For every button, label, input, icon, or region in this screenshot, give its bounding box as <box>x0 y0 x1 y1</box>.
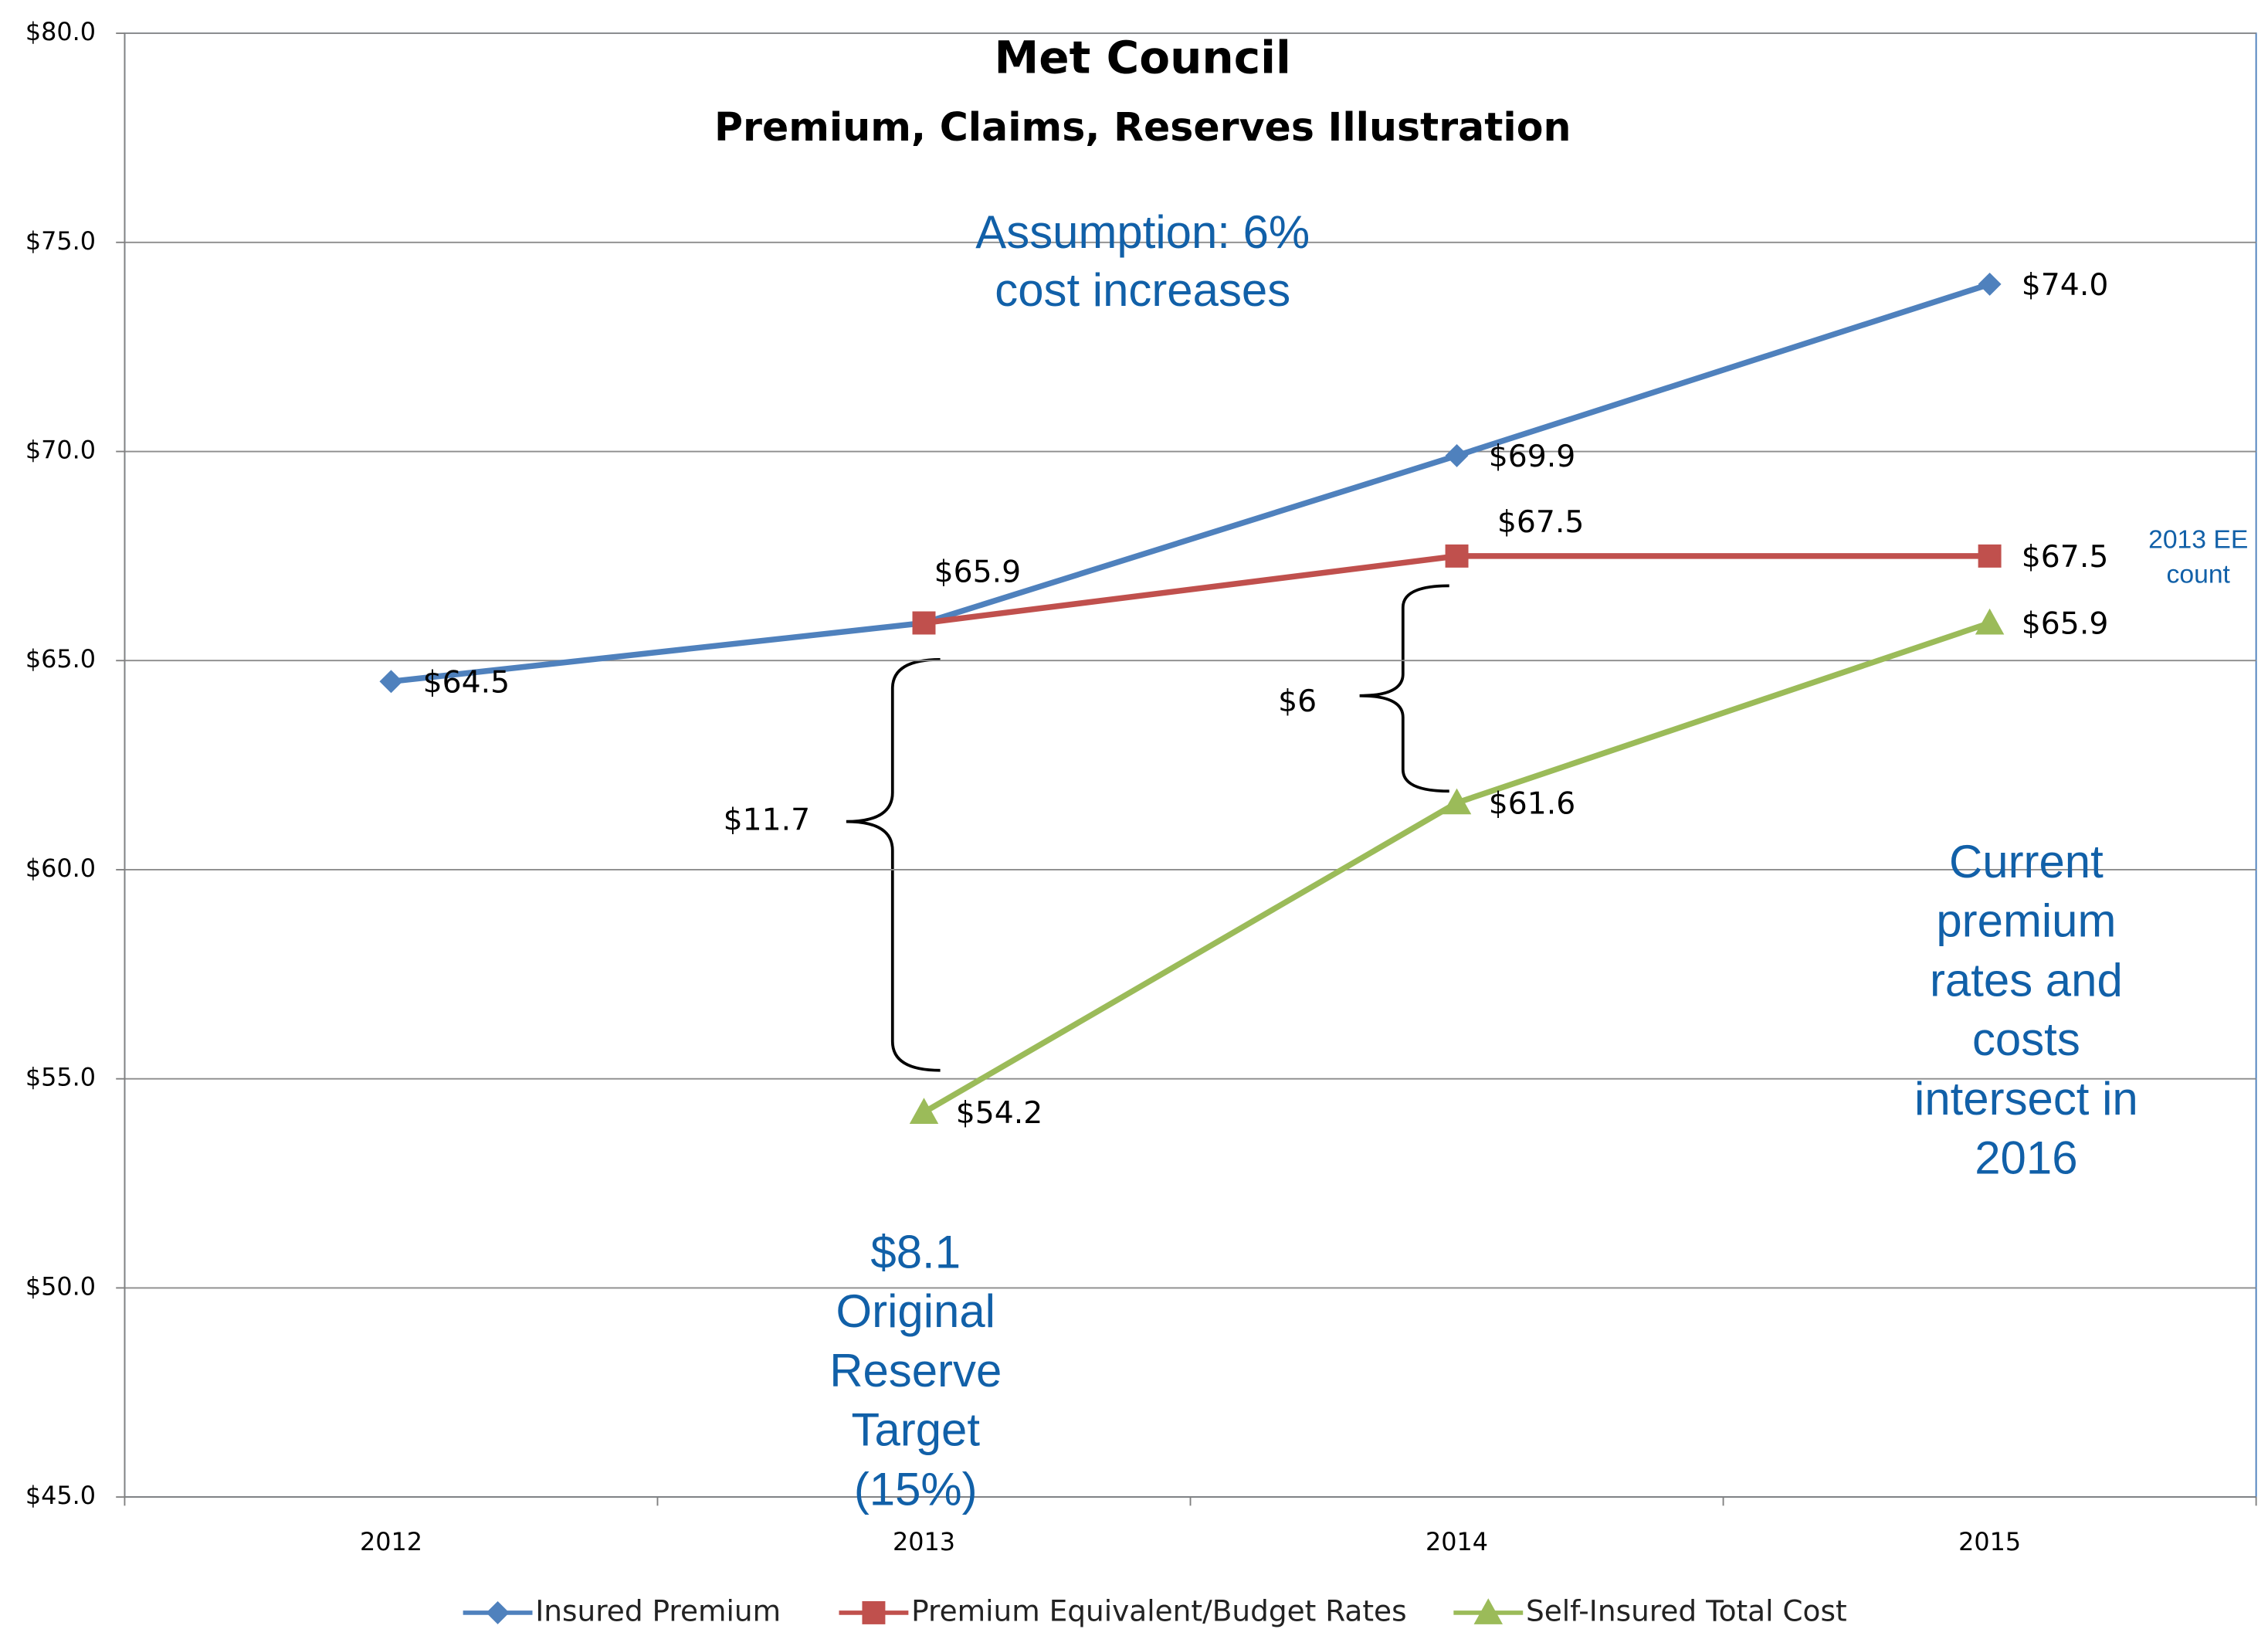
annotation-line: (15%) <box>854 1463 978 1515</box>
annotation-line: rates and <box>1930 954 2123 1006</box>
brace <box>846 658 941 1072</box>
y-tick-label: $45.0 <box>25 1481 96 1510</box>
annotation-line: count <box>2167 559 2231 589</box>
x-tick-label: 2012 <box>360 1527 422 1556</box>
data-label: $67.5 <box>1497 505 1585 540</box>
marker <box>1445 443 1469 467</box>
marker <box>1978 544 2002 568</box>
marker <box>1442 788 1472 815</box>
annotation-line: costs <box>1972 1013 2080 1065</box>
marker <box>909 1098 939 1124</box>
annotation-line: cost increases <box>995 264 1290 316</box>
marker <box>486 1600 510 1624</box>
annotation-line: Original <box>836 1285 995 1337</box>
y-tick-label: $50.0 <box>25 1271 96 1301</box>
data-label: $64.5 <box>423 666 510 701</box>
chart-subtitle: Premium, Claims, Reserves Illustration <box>714 104 1571 150</box>
y-tick-label: $75.0 <box>25 226 96 256</box>
series-line <box>922 619 1991 1115</box>
annotation: $8.1 Original Reserve Target (15%) <box>829 1226 1002 1515</box>
x-tick-label: 2015 <box>1958 1527 2021 1556</box>
data-label: $74.0 <box>2022 268 2109 303</box>
annotation-line: $11.7 <box>724 803 811 837</box>
marker <box>1473 1598 1504 1624</box>
annotation: $11.7 <box>724 803 811 837</box>
legend-label: Self-Insured Total Cost <box>1526 1593 1847 1627</box>
annotation: 2013 EE count <box>2148 524 2248 589</box>
x-tick-label: 2014 <box>1426 1527 1488 1556</box>
y-tick-label: $80.0 <box>25 17 96 46</box>
annotation-line: Current <box>1949 836 2104 887</box>
x-tick-label: 2013 <box>893 1527 955 1556</box>
marker <box>1445 544 1469 568</box>
marker <box>1978 272 2002 296</box>
data-label: $65.9 <box>934 555 1022 589</box>
annotation-line: intersect in <box>1914 1073 2138 1125</box>
y-tick-label: $55.0 <box>25 1063 96 1092</box>
data-label: $67.5 <box>2022 540 2109 575</box>
y-tick-label: $60.0 <box>25 854 96 883</box>
marker <box>379 670 403 694</box>
annotation-line: $8.1 <box>870 1226 961 1278</box>
annotation-line: Assumption: 6% <box>975 206 1310 258</box>
data-label: $54.2 <box>956 1096 1043 1131</box>
annotation: Current premium rates and costs intersect in… <box>1914 836 2138 1184</box>
marker <box>862 1600 886 1624</box>
series-line <box>391 281 1991 685</box>
y-tick-label: $70.0 <box>25 436 96 465</box>
y-tick-label: $65.0 <box>25 644 96 674</box>
chart-title: Met Council <box>995 32 1291 84</box>
marker <box>1975 608 2005 635</box>
annotation: $6 <box>1278 684 1317 719</box>
data-label: $69.9 <box>1489 439 1576 474</box>
legend-label: Insured Premium <box>535 1593 781 1627</box>
annotation-line: 2016 <box>1975 1132 2077 1184</box>
annotation-line: Target <box>851 1404 980 1456</box>
annotation-line: Reserve <box>829 1345 1002 1397</box>
data-label: $65.9 <box>2022 607 2109 642</box>
legend-label: Premium Equivalent/Budget Rates <box>911 1593 1406 1627</box>
data-label: $61.6 <box>1489 787 1576 822</box>
annotation-line: premium <box>1936 894 2116 946</box>
brace <box>1359 584 1449 793</box>
marker <box>912 611 936 635</box>
annotation-line: 2013 EE <box>2148 524 2248 554</box>
annotation: Assumption: 6% cost increases <box>975 206 1310 316</box>
annotation-line: $6 <box>1278 684 1317 719</box>
